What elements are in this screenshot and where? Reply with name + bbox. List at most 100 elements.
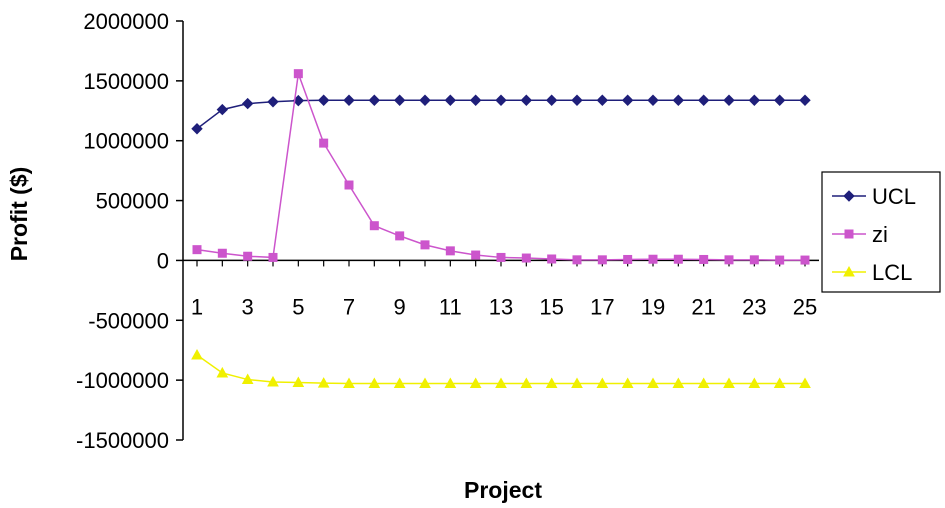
x-tick-label: 23: [742, 294, 766, 319]
data-point-lcl: [343, 377, 355, 388]
data-point-zi: [369, 221, 379, 231]
data-point-lcl: [393, 377, 406, 388]
data-point-lcl: [672, 377, 685, 388]
data-point-zi: [547, 254, 557, 264]
x-tick-label: 7: [343, 294, 355, 319]
data-point-lcl: [571, 377, 583, 388]
series-zi: [192, 69, 810, 265]
data-point-zi: [243, 251, 253, 261]
data-point-zi: [268, 252, 278, 262]
data-point-lcl: [799, 377, 811, 388]
x-tick-label: 1: [191, 294, 203, 319]
data-point-ucl: [748, 94, 761, 106]
data-point-ucl: [723, 94, 735, 106]
data-point-ucl: [241, 97, 254, 110]
x-tick-label: 13: [489, 294, 513, 319]
legend-label-zi: zi: [872, 222, 888, 247]
legend-swatch-marker: [844, 229, 854, 239]
data-point-lcl: [267, 375, 279, 387]
series-lcl: [191, 348, 811, 388]
data-point-lcl: [596, 377, 609, 388]
data-point-zi: [445, 246, 455, 256]
x-tick-label: 17: [590, 294, 614, 319]
data-point-zi: [192, 245, 202, 255]
data-point-lcl: [469, 377, 482, 388]
data-point-ucl: [343, 94, 355, 106]
x-axis-ticks: 1 3 5 7 9 11 13 15 17 19 21 23 25: [191, 260, 817, 319]
y-tick-label: 2000000: [83, 9, 169, 34]
data-point-zi: [673, 254, 683, 264]
x-tick-label: 11: [439, 294, 462, 319]
data-point-lcl: [317, 377, 330, 388]
data-point-lcl: [241, 373, 254, 385]
data-point-ucl: [520, 94, 533, 106]
series-ucl: [191, 94, 811, 135]
data-point-lcl: [191, 348, 203, 360]
data-point-ucl: [191, 123, 203, 135]
data-point-zi: [648, 254, 658, 264]
legend-label-ucl: UCL: [872, 184, 916, 209]
data-point-lcl: [773, 377, 786, 388]
data-point-lcl: [748, 377, 761, 388]
data-point-ucl: [216, 103, 229, 116]
y-tick-label: 500000: [96, 189, 169, 214]
data-point-zi: [344, 180, 354, 190]
y-tick-label: -1500000: [76, 428, 169, 453]
data-point-ucl: [317, 94, 330, 106]
data-point-lcl: [723, 377, 735, 388]
data-point-ucl: [495, 94, 507, 106]
x-tick-label: 21: [691, 294, 715, 319]
x-tick-label: 19: [641, 294, 665, 319]
data-point-lcl: [545, 377, 558, 388]
data-point-zi: [749, 255, 759, 265]
legend-label-lcl: LCL: [872, 260, 912, 285]
y-tick-label: 0: [157, 248, 169, 273]
data-point-ucl: [393, 94, 406, 106]
x-tick-label: 3: [242, 294, 254, 319]
data-point-lcl: [697, 377, 710, 388]
series-layer: [191, 69, 811, 388]
legend: UCL zi LCL: [821, 171, 941, 293]
data-point-lcl: [419, 377, 431, 388]
data-point-zi: [800, 255, 810, 265]
data-point-lcl: [368, 377, 381, 388]
y-tick-label: -1000000: [76, 368, 169, 393]
data-point-zi: [319, 138, 329, 148]
data-point-zi: [471, 250, 481, 260]
data-point-zi: [597, 255, 607, 265]
x-tick-label: 15: [539, 294, 563, 319]
legend-swatch-marker: [843, 190, 855, 202]
x-tick-label: 5: [292, 294, 304, 319]
y-tick-label: -500000: [88, 308, 169, 333]
data-point-zi: [293, 69, 303, 79]
data-point-zi: [521, 253, 531, 263]
data-point-zi: [395, 231, 405, 241]
x-tick-label: 9: [394, 294, 406, 319]
data-point-ucl: [469, 94, 482, 106]
data-point-ucl: [621, 94, 634, 106]
data-point-ucl: [571, 94, 583, 106]
data-point-ucl: [368, 94, 381, 106]
y-tick-label: 1000000: [83, 129, 169, 154]
x-tick-label: 25: [793, 294, 817, 319]
y-tick-label: 1500000: [83, 69, 169, 94]
data-point-ucl: [267, 96, 279, 108]
data-point-ucl: [773, 94, 786, 106]
data-point-ucl: [419, 94, 431, 106]
data-point-lcl: [621, 377, 634, 388]
data-point-lcl: [444, 377, 457, 388]
data-point-ucl: [697, 94, 710, 106]
data-point-zi: [623, 254, 633, 264]
data-point-ucl: [672, 94, 685, 106]
data-point-ucl: [647, 94, 659, 106]
data-point-ucl: [799, 94, 811, 106]
data-point-zi: [724, 255, 734, 265]
y-axis-title: Profit ($): [6, 167, 32, 262]
data-point-lcl: [216, 366, 229, 378]
data-point-zi: [572, 255, 582, 265]
data-point-zi: [775, 255, 785, 265]
data-point-zi: [217, 248, 227, 258]
data-point-lcl: [495, 377, 507, 388]
data-point-lcl: [520, 377, 533, 388]
